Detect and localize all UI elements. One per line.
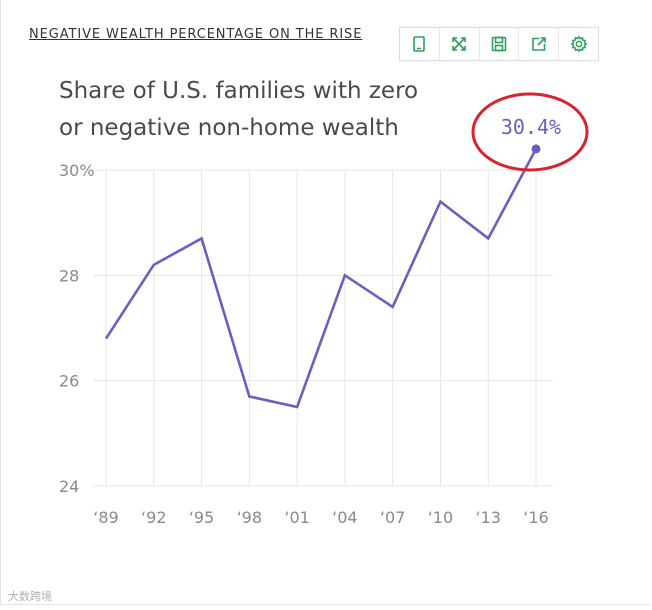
x-tick-label: ‘92 xyxy=(141,508,166,527)
y-tick-label: 28 xyxy=(59,266,79,285)
x-tick-label: ‘07 xyxy=(380,508,405,527)
gear-icon xyxy=(570,35,588,53)
chart-toolbar xyxy=(399,27,599,61)
save-icon xyxy=(491,36,507,52)
x-tick-label: ‘89 xyxy=(93,508,118,527)
chart-title-line-2: or negative non-home wealth xyxy=(59,115,399,141)
x-tick-label: ‘13 xyxy=(475,508,500,527)
expand-icon xyxy=(452,37,466,51)
share-icon xyxy=(531,37,546,51)
x-tick-label: ‘01 xyxy=(284,508,309,527)
series xyxy=(104,144,541,409)
tablet-icon xyxy=(413,36,426,52)
y-tick-label: 30% xyxy=(59,161,95,180)
fullscreen-button[interactable] xyxy=(440,28,480,60)
y-tick-label: 26 xyxy=(59,372,79,391)
data-label: 30.4% xyxy=(501,115,561,139)
watermark: 大数跨境 xyxy=(8,590,52,603)
x-tick-label: ‘98 xyxy=(237,508,262,527)
share-button[interactable] xyxy=(519,28,560,60)
settings-button[interactable] xyxy=(559,28,598,60)
chart-title-line-1: Share of U.S. families with zero xyxy=(59,78,418,104)
grid xyxy=(93,169,553,487)
save-button[interactable] xyxy=(480,28,520,60)
highlight-circle xyxy=(471,92,589,172)
series-line xyxy=(104,148,538,409)
page-title: NEGATIVE WEALTH PERCENTAGE ON THE RISE xyxy=(29,27,363,42)
y-tick-label: 24 xyxy=(59,477,79,496)
x-tick-label: ‘16 xyxy=(523,508,548,527)
axis-labels: 24 26 28 30% ‘89 ‘92 ‘95 ‘98 ‘01 ‘04 ‘07 ‘10 ‘13 ‘16 xyxy=(59,161,549,527)
annotation: 30.4% xyxy=(471,92,589,172)
tablet-view-button[interactable] xyxy=(400,28,440,60)
data-point-marker xyxy=(531,144,541,154)
x-tick-label: ‘95 xyxy=(189,508,214,527)
x-tick-label: ‘04 xyxy=(332,508,357,527)
x-tick-label: ‘10 xyxy=(428,508,453,527)
